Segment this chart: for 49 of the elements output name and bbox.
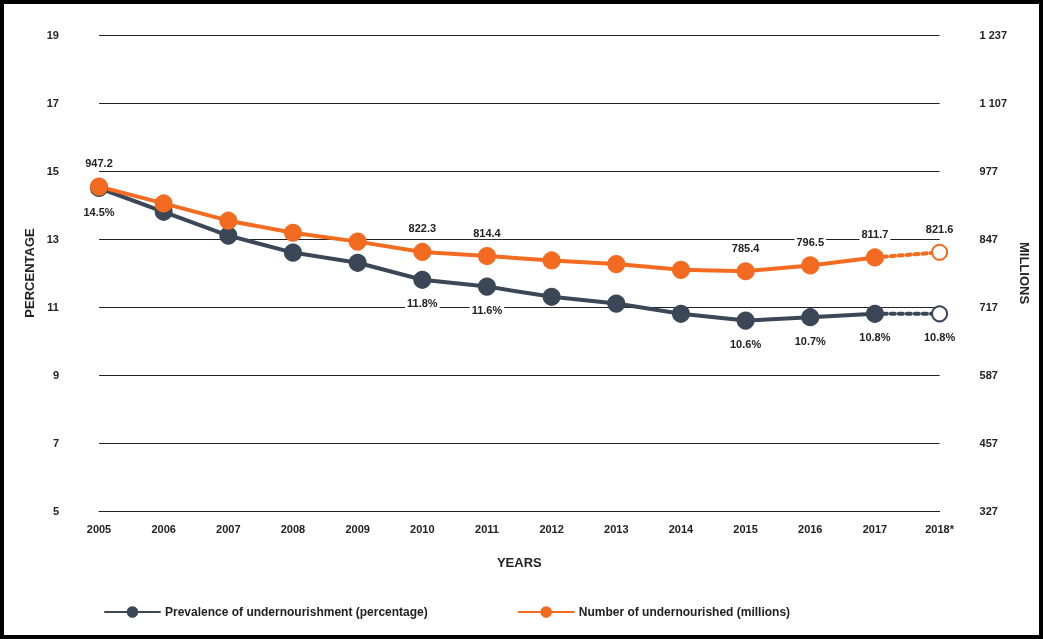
- y-tick-label: 15: [46, 165, 59, 177]
- x-tick-label: 2017: [862, 522, 888, 535]
- y2-axis-title: MILLIONS: [1017, 241, 1032, 305]
- y2-tick-label: 717: [979, 301, 998, 313]
- data-label: 14.5%: [83, 205, 115, 218]
- data-label: 11.6%: [471, 304, 503, 317]
- y2-tick-label: 977: [979, 165, 998, 177]
- x-tick-label: 2007: [216, 522, 241, 535]
- x-tick-label: 2010: [410, 522, 435, 535]
- x-tick-label: 2014: [668, 522, 695, 535]
- x-tick-label: 2012: [539, 522, 564, 535]
- x-axis-title: YEARS: [496, 555, 543, 570]
- y-tick-label: 13: [46, 233, 59, 245]
- x-tick-label: 2011: [475, 522, 499, 535]
- legend-label: Number of undernourished (millions): [578, 605, 791, 619]
- y-tick-label: 5: [52, 505, 59, 517]
- y-tick-label: 9: [52, 369, 59, 381]
- data-label: 947.2: [85, 157, 113, 170]
- y2-tick-label: 587: [979, 369, 998, 381]
- x-tick-label: 2018*: [925, 522, 955, 535]
- y2-tick-label: 457: [979, 437, 998, 449]
- data-label: 814.4: [473, 226, 502, 239]
- y2-tick-label: 847: [979, 233, 998, 245]
- data-label: 11.8%: [407, 297, 438, 310]
- y2-tick-label: 1 107: [979, 97, 1008, 109]
- data-label: 10.8%: [859, 331, 891, 344]
- data-label: 796.5: [796, 235, 825, 248]
- data-label: 785.4: [731, 241, 761, 254]
- data-label: 10.8%: [923, 330, 956, 343]
- data-label: 822.3: [408, 222, 437, 235]
- data-label: 821.6: [925, 223, 954, 236]
- y-axis-title: PERCENTAGE: [21, 228, 37, 318]
- y-tick-label: 7: [52, 437, 59, 449]
- data-label: 10.7%: [794, 334, 827, 347]
- y2-tick-label: 1 237: [979, 29, 1008, 41]
- x-tick-label: 2009: [345, 522, 370, 535]
- x-tick-label: 2005: [86, 522, 112, 535]
- x-tick-label: 2006: [151, 522, 176, 535]
- x-tick-label: 2015: [733, 522, 758, 535]
- data-label: 811.7: [861, 227, 889, 240]
- data-label: 10.6%: [729, 338, 762, 351]
- y-tick-label: 19: [46, 29, 59, 41]
- y-tick-label: 11: [47, 301, 59, 313]
- y2-tick-label: 327: [979, 505, 998, 517]
- x-tick-label: 2008: [280, 522, 306, 535]
- legend-label: Prevalence of undernourishment (percentage): [165, 605, 428, 619]
- y-tick-label: 17: [46, 97, 59, 109]
- x-tick-label: 2013: [604, 522, 629, 535]
- x-tick-label: 2016: [798, 522, 823, 535]
